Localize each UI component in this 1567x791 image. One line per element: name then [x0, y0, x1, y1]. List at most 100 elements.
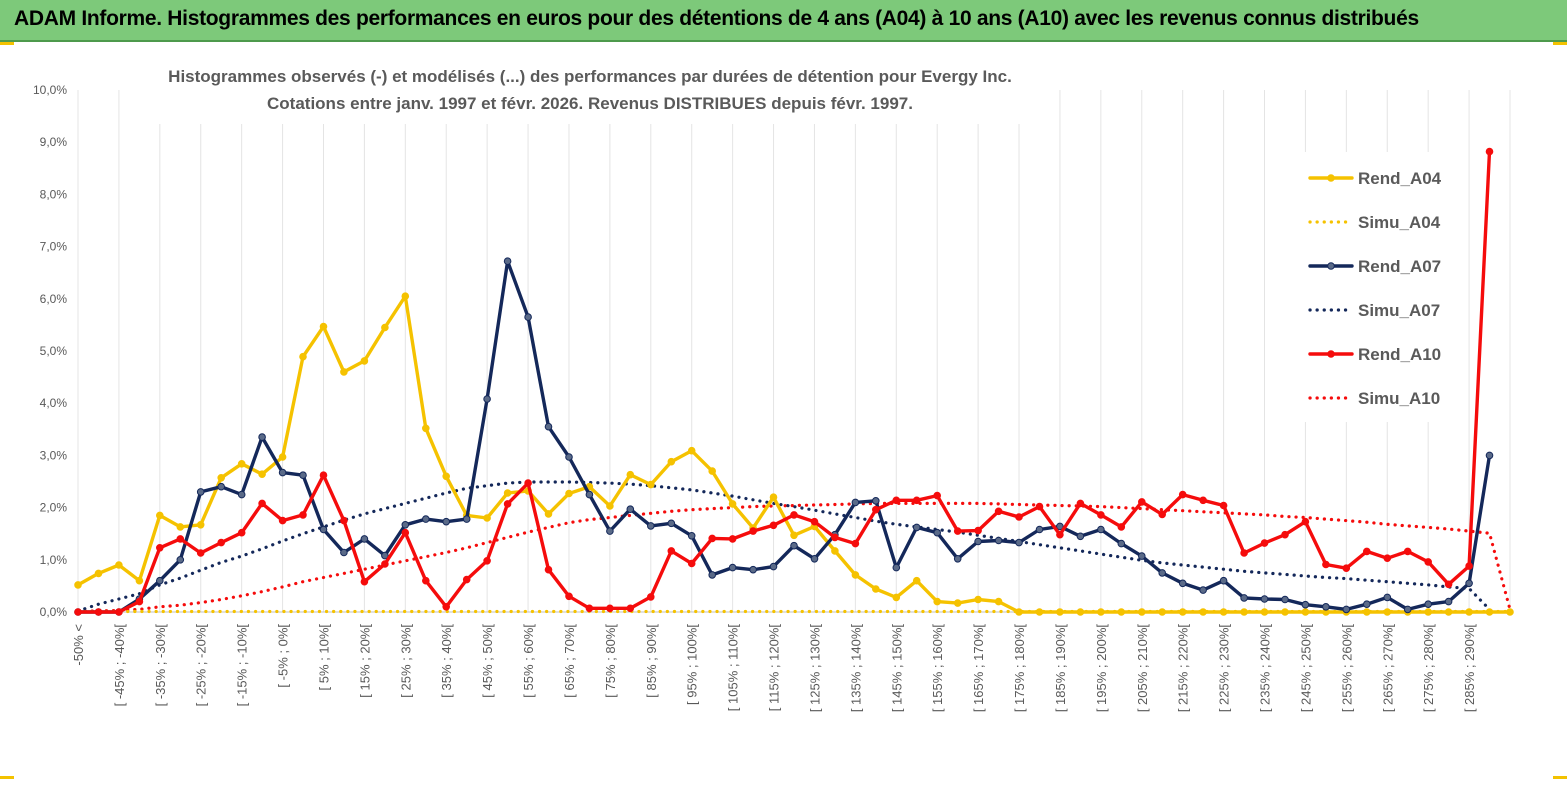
legend-rend-a07-marker: [1327, 262, 1335, 270]
series-rend-a04-point: [831, 547, 839, 555]
series-rend-a10-point: [278, 516, 287, 525]
series-rend-a10-point: [1260, 539, 1269, 547]
x-tick-label: [ 35% ; 40%[: [439, 624, 454, 698]
series-rend-a04-point: [94, 569, 103, 578]
series-rend-a04-point: [647, 480, 655, 489]
series-rend-a07-point: [1485, 451, 1494, 460]
series-rend-a04-point: [872, 585, 880, 593]
series-rend-a10-point: [156, 544, 164, 552]
x-tick-label: [ 235% ; 240%[: [1258, 624, 1273, 713]
series-rend-a10-point: [565, 592, 573, 601]
series-rend-a07-point: [1178, 579, 1187, 588]
series-rend-a07-point: [1465, 579, 1473, 588]
series-rend-a04-point: [1035, 608, 1044, 616]
series-rend-a10-point: [1363, 547, 1371, 556]
series-rend-a10-point: [974, 526, 982, 535]
series-rend-a10-point: [1035, 502, 1044, 511]
series-rend-a10-point: [1403, 547, 1412, 556]
series-rend-a04-point: [1260, 608, 1269, 616]
series-rend-a10-point: [585, 604, 594, 613]
series-rend-a10-point: [1158, 510, 1166, 519]
series-rend-a10-point: [258, 499, 266, 508]
series-rend-a10-point: [340, 516, 348, 525]
series-rend-a10-point: [1015, 513, 1023, 521]
series-rend-a07-point: [1403, 605, 1412, 614]
series-rend-a10-point: [176, 535, 185, 543]
series-rend-a04-point: [626, 470, 635, 479]
series-rend-a07-point: [1219, 576, 1228, 585]
series-rend-a10-point: [524, 479, 532, 487]
series-rend-a10-point: [503, 500, 512, 508]
legend-rend-a07-label: Rend_A07: [1358, 257, 1441, 276]
series-rend-a10-point: [1056, 530, 1064, 539]
series-rend-a10-point: [1444, 580, 1453, 589]
series-rend-a07-point: [1444, 597, 1453, 606]
x-tick-label: [ 45% ; 50%[: [480, 624, 495, 698]
series-rend-a04-point: [1219, 608, 1228, 616]
series-rend-a10-point: [115, 608, 123, 616]
series-rend-a07-point: [749, 565, 757, 574]
series-rend-a10-point: [1383, 554, 1392, 563]
series-rend-a07-point: [1015, 538, 1023, 547]
series-rend-a07-point: [1363, 600, 1371, 609]
series-rend-a04-point: [606, 502, 614, 510]
series-rend-a10-point: [1322, 560, 1330, 569]
series-rend-a07-point: [851, 498, 860, 507]
series-rend-a07-point: [728, 563, 737, 572]
series-rend-a07-point: [156, 576, 164, 585]
series-lines: [74, 147, 1514, 616]
x-tick-label: [ 165% ; 170%[: [971, 624, 986, 713]
series-rend-a10-point: [1465, 562, 1473, 570]
x-tick-label: [ 265% ; 270%[: [1380, 624, 1395, 713]
series-rend-a10-point: [360, 577, 369, 586]
y-tick-label: 6,0%: [40, 292, 68, 306]
x-tick-label: [ -45% ; -40%[: [112, 624, 127, 707]
legend-simu-a10-label: Simu_A10: [1358, 389, 1440, 408]
series-rend-a10-point: [769, 521, 778, 530]
series-rend-a10-point: [299, 511, 307, 519]
series-rend-a10-point: [626, 604, 635, 613]
series-rend-a07-point: [606, 527, 614, 535]
series-rend-a10-point: [994, 507, 1003, 516]
report-banner: ADAM Informe. Histogrammes des performan…: [0, 0, 1567, 42]
series-rend-a07-point: [1097, 525, 1105, 534]
series-rend-a04-point: [135, 576, 144, 585]
series-rend-a07-point: [1424, 600, 1432, 609]
axes: 0,0% 1,0% 2,0% 3,0% 4,0% 5,0% 6,0% 7,0% 8,0% 9,0%…: [33, 83, 1510, 712]
series-rend-a07-point: [1076, 532, 1085, 541]
frame-corner-right: [1553, 42, 1567, 45]
x-tick-label: [ 145% ; 150%[: [889, 624, 904, 713]
series-rend-a07-point: [892, 563, 901, 572]
series-rend-a04-point: [156, 511, 164, 520]
x-tick-label: [ 95% ; 100%[: [685, 624, 700, 705]
series-rend-a10-point: [1485, 147, 1494, 156]
x-tick-label: [ 205% ; 210%[: [1135, 624, 1150, 713]
series-rend-a04-point: [217, 474, 225, 482]
y-tick-label: 0,0%: [40, 605, 68, 619]
series-rend-a04-point: [483, 514, 491, 522]
series-rend-a10-point: [1240, 549, 1248, 557]
series-rend-a07-point: [667, 519, 676, 528]
series-rend-a10-point: [892, 496, 901, 505]
series-rend-a07-point: [1158, 569, 1166, 577]
series-rend-a10-point: [1076, 499, 1085, 508]
series-rend-a07-point: [585, 490, 594, 499]
series-rend-a10-point: [1281, 530, 1289, 539]
series-rend-a04-point: [1158, 608, 1166, 616]
x-tick-label: [ 245% ; 250%[: [1298, 624, 1313, 713]
series-rend-a07-point: [176, 556, 185, 564]
series-rend-a10-point: [749, 527, 757, 535]
series-rend-a07-point: [381, 551, 389, 560]
y-tick-label: 3,0%: [40, 448, 68, 462]
series-rend-a07-point: [1035, 525, 1044, 534]
series-rend-a07-point: [872, 497, 880, 505]
series-rend-a10-point: [831, 533, 839, 542]
series-rend-a10-point: [810, 517, 819, 526]
series-rend-a04-point: [442, 472, 451, 481]
series-rend-a10-point: [1097, 511, 1105, 519]
series-rend-a07-point: [647, 522, 655, 530]
series-rend-a07-point: [626, 505, 635, 514]
x-tick-label: [ -35% ; -30%[: [153, 624, 168, 707]
series-rend-a10-point: [94, 608, 103, 616]
